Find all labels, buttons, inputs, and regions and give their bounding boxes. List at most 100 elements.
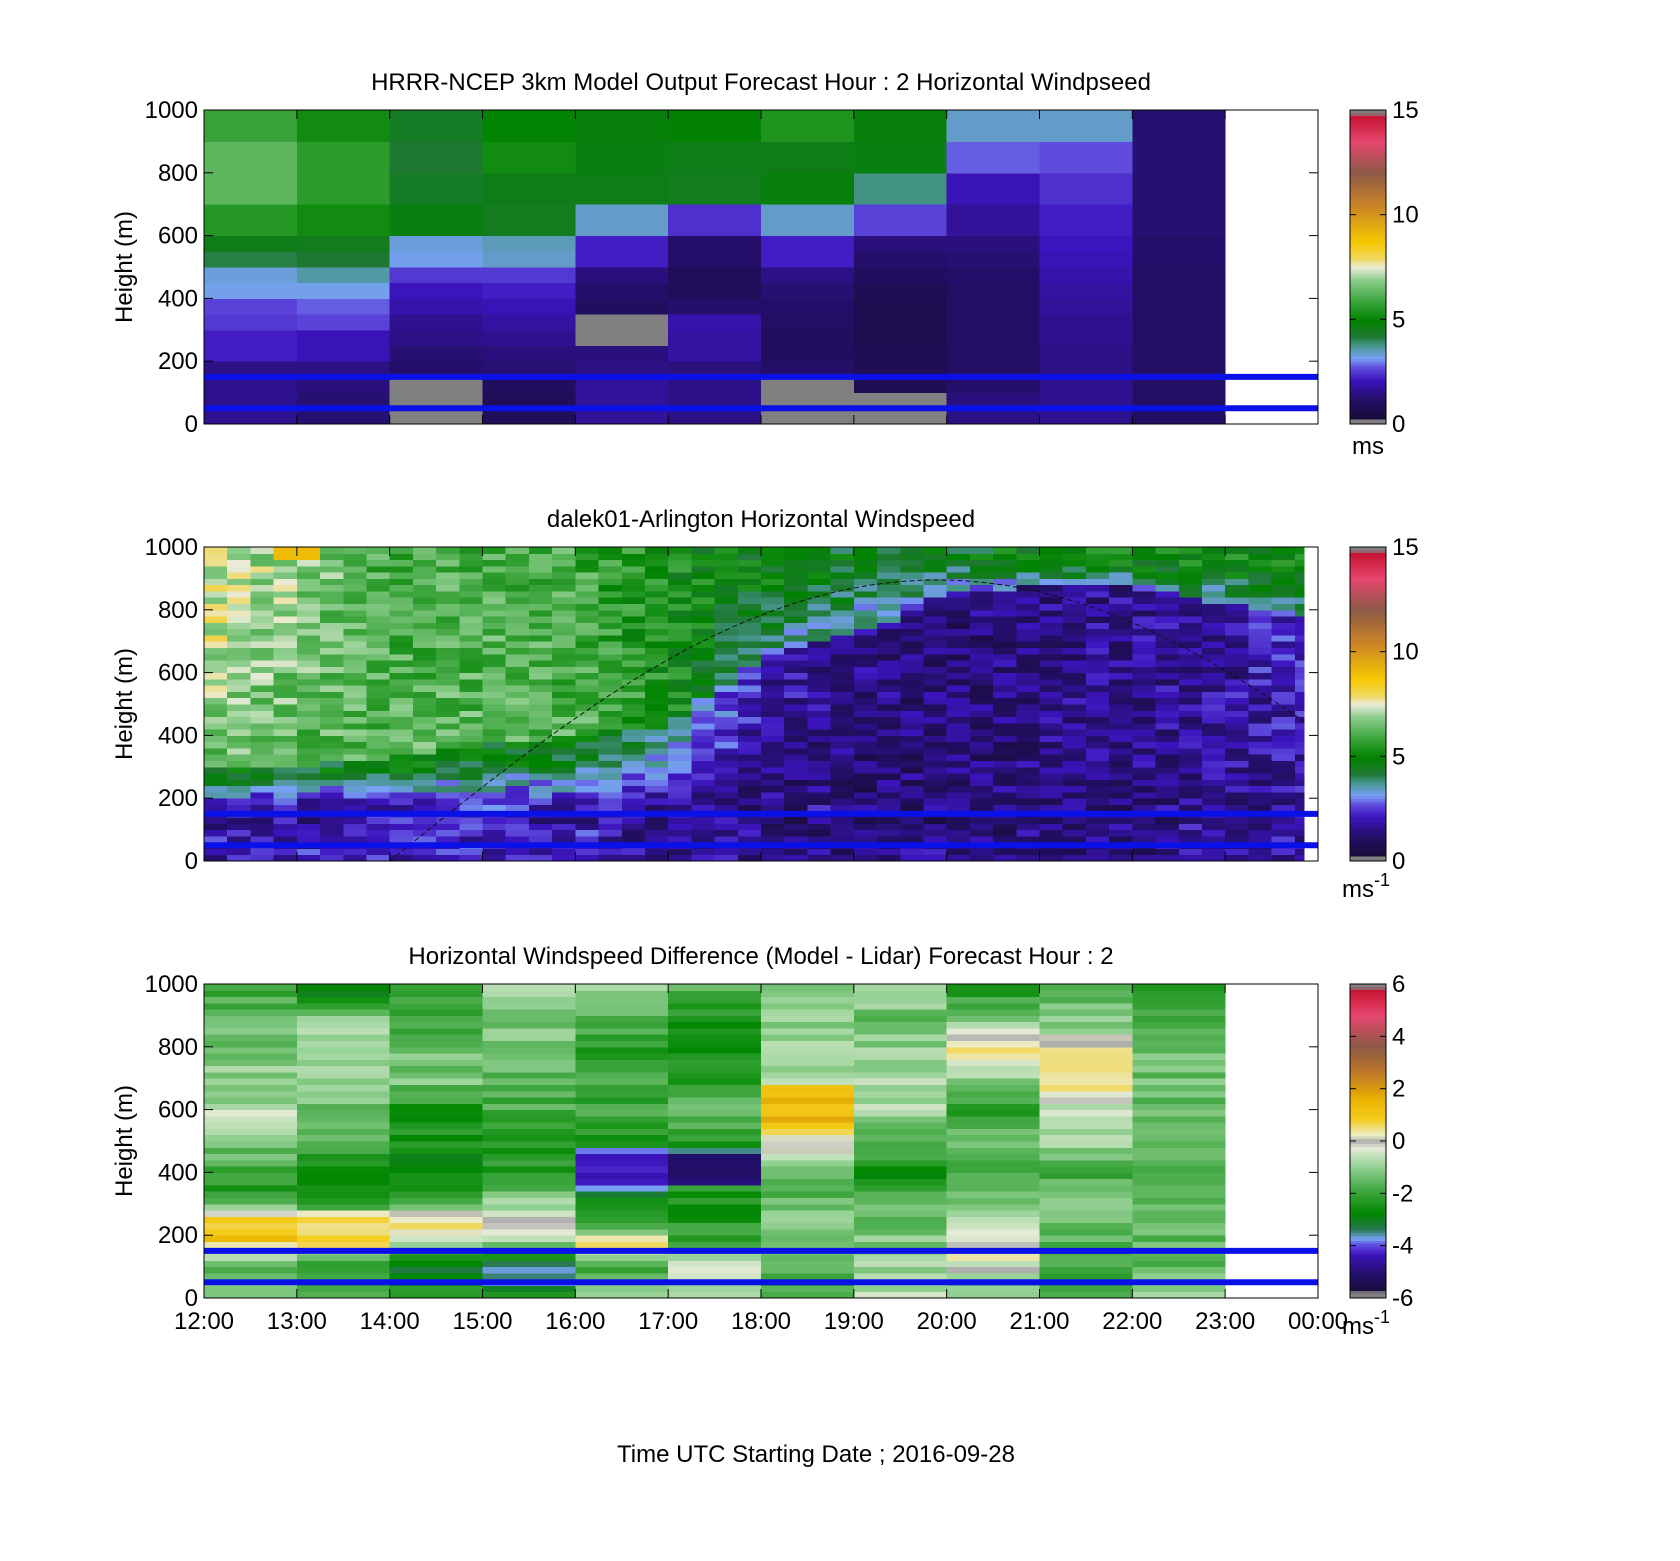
colorbar-tick-label: 5 bbox=[1392, 743, 1405, 770]
heatmap-cell bbox=[296, 597, 321, 605]
heatmap-cell bbox=[1155, 829, 1180, 837]
heatmap-cell bbox=[552, 773, 576, 780]
heatmap-cell bbox=[853, 578, 878, 586]
heatmap-cell bbox=[250, 697, 275, 705]
heatmap-cell bbox=[389, 1103, 483, 1111]
heatmap-cell bbox=[668, 791, 692, 799]
y-tick-label: 200 bbox=[158, 785, 198, 812]
heatmap-cell bbox=[1132, 1203, 1226, 1211]
heatmap-cell bbox=[830, 691, 855, 699]
heatmap-cell bbox=[784, 798, 808, 805]
heatmap-cell bbox=[204, 298, 298, 315]
heatmap-cell bbox=[668, 1134, 762, 1142]
heatmap-cell bbox=[668, 1266, 762, 1274]
heatmap-cell bbox=[227, 741, 251, 749]
heatmap-cell bbox=[946, 848, 971, 856]
heatmap-cell bbox=[575, 1272, 669, 1280]
heatmap-cell bbox=[528, 691, 553, 699]
heatmap-cell bbox=[204, 1128, 298, 1136]
heatmap-cell bbox=[807, 798, 832, 805]
heatmap-cell bbox=[946, 1103, 1040, 1111]
heatmap-cell bbox=[482, 1241, 576, 1249]
heatmap-cell bbox=[621, 603, 646, 611]
heatmap-cell bbox=[969, 660, 994, 667]
heatmap-cell bbox=[877, 572, 901, 579]
colorbar-segment bbox=[1350, 549, 1386, 553]
heatmap-cell bbox=[575, 603, 600, 611]
colorbar-segment bbox=[1350, 1201, 1386, 1205]
heatmap-cell bbox=[1271, 547, 1296, 554]
heatmap-cell bbox=[877, 641, 901, 648]
heatmap-cell bbox=[320, 817, 344, 824]
heatmap-cell bbox=[761, 666, 785, 674]
heatmap-cell bbox=[204, 798, 228, 805]
heatmap-cell bbox=[389, 1172, 483, 1180]
heatmap-cell bbox=[1016, 747, 1040, 755]
heatmap-cell bbox=[714, 622, 739, 630]
heatmap-cell bbox=[436, 735, 460, 743]
heatmap-cell bbox=[598, 672, 623, 680]
heatmap-cell bbox=[877, 565, 901, 573]
heatmap-cell bbox=[830, 647, 855, 655]
heatmap-cell bbox=[1294, 628, 1305, 636]
heatmap-cell bbox=[204, 1210, 298, 1217]
heatmap-cell bbox=[691, 823, 716, 831]
y-tick-label: 200 bbox=[158, 1222, 198, 1249]
colorbar-segment bbox=[1350, 991, 1386, 996]
heatmap-cell bbox=[204, 704, 228, 711]
heatmap-cell bbox=[273, 622, 298, 630]
heatmap-cell bbox=[946, 647, 971, 655]
heatmap-cell bbox=[1132, 376, 1226, 394]
heatmap-cell bbox=[575, 990, 669, 998]
heatmap-cell bbox=[1132, 572, 1157, 579]
heatmap-cell bbox=[1039, 1009, 1133, 1016]
heatmap-cell bbox=[389, 1210, 483, 1217]
heatmap-cell bbox=[668, 597, 692, 605]
heatmap-cell bbox=[459, 565, 483, 573]
heatmap-cell bbox=[204, 251, 298, 268]
heatmap-cell bbox=[1109, 691, 1133, 699]
heatmap-cell bbox=[1271, 791, 1296, 799]
heatmap-cell bbox=[877, 735, 901, 743]
heatmap-cell bbox=[204, 1228, 298, 1236]
heatmap-cell bbox=[668, 1084, 762, 1092]
heatmap-cell bbox=[343, 785, 367, 793]
heatmap-cell bbox=[668, 1291, 762, 1298]
heatmap-cell bbox=[877, 791, 901, 799]
heatmap-cell bbox=[1201, 729, 1226, 736]
heatmap-cell bbox=[459, 722, 483, 730]
heatmap-cell bbox=[969, 565, 994, 573]
heatmap-cell bbox=[853, 1203, 948, 1211]
heatmap-cell bbox=[807, 660, 832, 667]
heatmap-cell bbox=[668, 798, 692, 805]
heatmap-cell bbox=[969, 559, 994, 567]
heatmap-cell bbox=[1109, 578, 1133, 586]
heatmap-cell bbox=[1132, 666, 1157, 674]
heatmap-cell bbox=[668, 1034, 762, 1042]
heatmap-cell bbox=[1039, 1065, 1133, 1073]
heatmap-cell bbox=[343, 553, 367, 561]
heatmap-cell bbox=[1132, 628, 1157, 636]
heatmap-cell bbox=[459, 584, 483, 592]
heatmap-cell bbox=[389, 710, 414, 718]
colorbar-segment bbox=[1350, 709, 1386, 713]
heatmap-cell bbox=[969, 766, 994, 774]
colorbar-segment bbox=[1350, 774, 1386, 778]
heatmap-cell bbox=[761, 1191, 855, 1199]
heatmap-cell bbox=[436, 798, 460, 805]
heatmap-cell bbox=[296, 1291, 391, 1298]
heatmap-cell bbox=[853, 141, 948, 174]
heatmap-cell bbox=[1085, 829, 1110, 837]
heatmap-cell bbox=[1039, 204, 1133, 237]
heatmap-cell bbox=[250, 716, 275, 724]
heatmap-cell bbox=[946, 1153, 1040, 1161]
heatmap-cell bbox=[575, 773, 600, 780]
heatmap-cell bbox=[737, 704, 762, 711]
heatmap-cell bbox=[784, 760, 808, 768]
heatmap-cell bbox=[366, 747, 391, 755]
heatmap-cell bbox=[482, 1216, 576, 1224]
heatmap-cell bbox=[482, 172, 576, 205]
colorbar-segment bbox=[1350, 578, 1386, 582]
heatmap-cell bbox=[482, 616, 507, 623]
heatmap-cell bbox=[227, 716, 251, 724]
